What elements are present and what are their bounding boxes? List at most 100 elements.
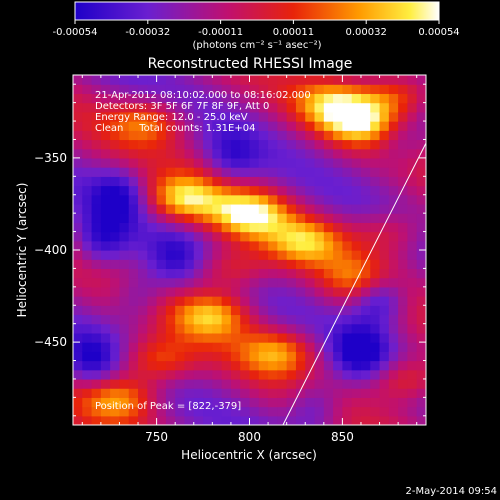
heatmap-cell bbox=[333, 231, 343, 242]
heatmap-cell bbox=[230, 130, 241, 141]
heatmap-cell bbox=[370, 388, 381, 398]
annotation-detectors: Detectors: 3F 5F 6F 7F 8F 9F, Att 0 bbox=[95, 101, 269, 112]
heatmap-cell bbox=[221, 194, 232, 205]
heatmap-cell bbox=[407, 231, 418, 242]
heatmap-cell bbox=[351, 369, 362, 380]
heatmap-cell bbox=[203, 369, 213, 380]
heatmap-cell bbox=[212, 222, 223, 233]
heatmap-cell bbox=[295, 277, 306, 288]
heatmap-cell bbox=[128, 286, 139, 297]
heatmap-cell bbox=[138, 277, 148, 288]
heatmap-cell bbox=[156, 397, 167, 408]
heatmap-cell bbox=[73, 268, 83, 279]
heatmap-cell bbox=[277, 111, 288, 122]
heatmap-cell bbox=[175, 415, 186, 425]
heatmap-cell bbox=[333, 139, 343, 150]
heatmap-cell bbox=[314, 176, 325, 187]
heatmap-cell bbox=[156, 323, 167, 334]
heatmap-cell bbox=[212, 286, 223, 297]
heatmap-cell bbox=[351, 314, 362, 325]
heatmap-cell bbox=[416, 84, 426, 95]
heatmap-cell bbox=[398, 121, 409, 131]
heatmap-cell bbox=[277, 231, 288, 242]
heatmap-cell bbox=[221, 342, 232, 352]
heatmap-cell bbox=[193, 111, 204, 122]
heatmap-cell bbox=[203, 121, 213, 131]
heatmap-cell bbox=[268, 167, 278, 177]
heatmap-cell bbox=[333, 176, 343, 187]
heatmap-cell bbox=[240, 259, 251, 270]
heatmap-cell bbox=[193, 277, 204, 288]
heatmap-cell bbox=[110, 176, 121, 187]
heatmap-cell bbox=[147, 111, 158, 122]
heatmap-cell bbox=[240, 369, 251, 380]
heatmap-cell bbox=[147, 351, 158, 362]
heatmap-cell bbox=[230, 250, 241, 260]
heatmap-cell bbox=[100, 286, 111, 297]
heatmap-cell bbox=[249, 342, 260, 352]
heatmap-cell bbox=[175, 323, 186, 334]
heatmap-cell bbox=[416, 240, 426, 251]
heatmap-cell bbox=[184, 84, 195, 95]
heatmap-cell bbox=[147, 323, 158, 334]
heatmap-cell bbox=[360, 369, 371, 380]
heatmap-cell bbox=[230, 213, 241, 223]
heatmap-cell bbox=[407, 332, 418, 343]
heatmap-cell bbox=[119, 286, 130, 297]
heatmap-cell bbox=[388, 121, 399, 131]
heatmap-cell bbox=[82, 406, 93, 417]
heatmap-cell bbox=[230, 259, 241, 270]
heatmap-cell bbox=[370, 369, 381, 380]
heatmap-cell bbox=[370, 102, 381, 113]
heatmap-cell bbox=[370, 250, 381, 260]
heatmap-cell bbox=[277, 240, 288, 251]
heatmap-cell bbox=[138, 268, 148, 279]
heatmap-cell bbox=[351, 332, 362, 343]
heatmap-cell bbox=[100, 176, 111, 187]
heatmap-cell bbox=[184, 314, 195, 325]
heatmap-cell bbox=[370, 305, 381, 316]
heatmap-cell bbox=[91, 388, 102, 398]
heatmap-cell bbox=[333, 148, 343, 159]
heatmap-cell bbox=[323, 259, 334, 270]
heatmap-cell bbox=[138, 342, 148, 352]
heatmap-cell bbox=[82, 121, 93, 131]
heatmap-cell bbox=[212, 231, 223, 242]
heatmap-cell bbox=[370, 259, 381, 270]
heatmap-cell bbox=[416, 305, 426, 316]
heatmap-cell bbox=[360, 314, 371, 325]
heatmap-cell bbox=[212, 111, 223, 122]
heatmap-cell bbox=[295, 268, 306, 279]
heatmap-cell bbox=[165, 388, 176, 398]
heatmap-cell bbox=[184, 406, 195, 417]
heatmap-cell bbox=[407, 102, 418, 113]
heatmap-cell bbox=[82, 176, 93, 187]
heatmap-cell bbox=[230, 75, 241, 85]
heatmap-cell bbox=[249, 231, 260, 242]
heatmap-cell bbox=[351, 351, 362, 362]
heatmap-cell bbox=[82, 84, 93, 95]
heatmap-cell bbox=[221, 130, 232, 141]
heatmap-cell bbox=[398, 259, 409, 270]
heatmap-cell bbox=[100, 277, 111, 288]
heatmap-cell bbox=[138, 332, 148, 343]
heatmap-cell bbox=[128, 296, 139, 306]
heatmap-cell bbox=[268, 176, 278, 187]
heatmap-cell bbox=[286, 296, 297, 306]
heatmap-cell bbox=[379, 415, 390, 425]
heatmap-cell bbox=[342, 240, 353, 251]
heatmap-cell bbox=[277, 296, 288, 306]
heatmap-cell bbox=[323, 139, 334, 150]
heatmap-cell bbox=[360, 250, 371, 260]
heatmap-cell bbox=[147, 415, 158, 425]
heatmap-cell bbox=[277, 194, 288, 205]
heatmap-cell bbox=[286, 111, 297, 122]
heatmap-cell bbox=[147, 286, 158, 297]
heatmap-cell bbox=[295, 148, 306, 159]
heatmap-cell bbox=[184, 194, 195, 205]
heatmap-cell bbox=[165, 378, 176, 389]
heatmap-cell bbox=[184, 323, 195, 334]
heatmap-cell bbox=[286, 93, 297, 104]
heatmap-cell bbox=[212, 167, 223, 177]
heatmap-cell bbox=[100, 240, 111, 251]
